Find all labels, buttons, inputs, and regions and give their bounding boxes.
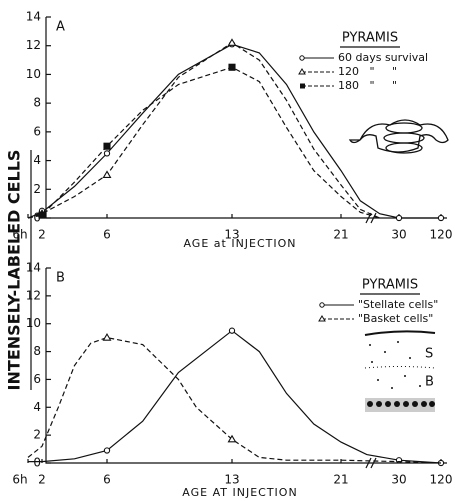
y-tick-label: 8 <box>33 344 41 358</box>
y-tick-label: 12 <box>26 288 41 302</box>
series-line <box>27 336 442 464</box>
legend-label: 180 " " <box>338 79 397 92</box>
y-tick-label: 2 <box>33 428 41 442</box>
x-tick-label: 30 <box>391 228 406 242</box>
axis-break <box>365 457 377 469</box>
legend-marker <box>319 302 325 308</box>
inset-drawing: S B <box>364 330 436 412</box>
data-point <box>228 327 236 334</box>
y-tick-label: 6 <box>33 372 41 386</box>
x-tick-label: 2 <box>38 228 46 242</box>
data-point <box>103 447 111 454</box>
panel-label: A <box>56 20 65 35</box>
inset-label: S <box>425 347 433 362</box>
legend-label: "Basket cells" <box>358 312 433 325</box>
legend-marker <box>298 68 306 75</box>
legend-title: PYRAMIS <box>362 278 418 293</box>
data-point <box>227 434 237 443</box>
y-tick-label: 8 <box>33 96 41 110</box>
y-tick-label: 6 <box>33 124 41 138</box>
data-point <box>227 38 237 46</box>
y-tick-label: 14 <box>26 10 41 24</box>
data-point <box>38 211 46 219</box>
data-point <box>103 150 111 157</box>
x-tick-label: 13 <box>224 228 239 242</box>
x-tick-label: 30 <box>391 473 406 487</box>
y-tick-label: 10 <box>26 316 41 330</box>
data-point <box>437 214 445 222</box>
legend-title: PYRAMIS <box>342 31 398 46</box>
data-point <box>228 63 236 71</box>
x-tick-label: 6 <box>103 473 111 487</box>
x-axis-label: AGE AT INJECTION <box>182 486 297 499</box>
y-tick-label: 14 <box>26 261 41 275</box>
legend-marker <box>318 315 326 322</box>
data-point <box>103 142 111 150</box>
y-axis-label: INTENSELY-LABELED CELLS <box>5 150 24 391</box>
x-tick-label: 13 <box>224 473 239 487</box>
series-line <box>27 42 380 219</box>
inset-drawing <box>348 119 449 154</box>
data-point <box>395 214 403 222</box>
x-axis-label: AGE at INJECTION <box>183 237 296 250</box>
y-tick-label: 0 <box>33 456 41 470</box>
inset-label: B <box>425 375 434 390</box>
y-tick-label: 2 <box>33 182 41 196</box>
x-tick-label: 6h <box>12 228 27 242</box>
x-tick-label: 120 <box>430 228 453 242</box>
y-tick-label: 12 <box>26 38 41 52</box>
x-tick-label: 6h <box>12 473 27 487</box>
legend-marker <box>300 83 305 89</box>
x-tick-label: 21 <box>333 473 348 487</box>
x-tick-label: 2 <box>38 473 46 487</box>
data-point <box>102 333 112 341</box>
legend-label: 60 days survival <box>338 51 428 64</box>
y-tick-label: 4 <box>33 153 41 167</box>
series-line <box>28 329 442 464</box>
panel-label: B <box>56 271 65 286</box>
legend-label: 120 " " <box>338 65 397 78</box>
legend-marker <box>299 55 305 61</box>
x-tick-label: 6 <box>103 228 111 242</box>
y-tick-label: 10 <box>26 67 41 81</box>
data-point <box>102 170 112 178</box>
x-tick-label: 120 <box>430 473 453 487</box>
y-tick-label: 4 <box>33 400 41 414</box>
legend-label: "Stellate cells" <box>358 298 438 311</box>
y-tick-label: 0 <box>33 211 41 225</box>
x-tick-label: 21 <box>333 228 348 242</box>
series-line <box>27 43 441 219</box>
series-line <box>27 66 380 219</box>
